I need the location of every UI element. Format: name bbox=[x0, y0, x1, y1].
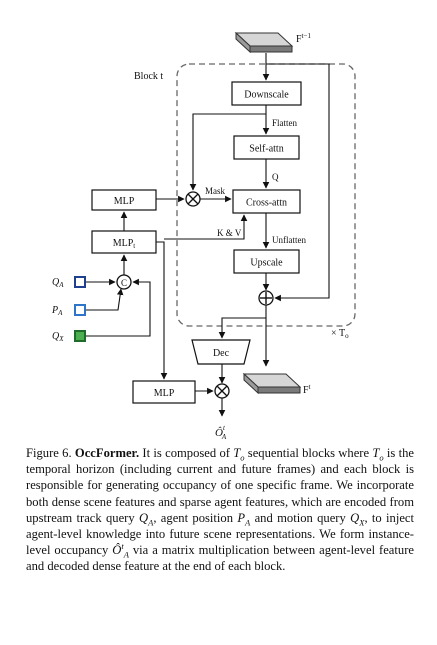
query-qa-label: QA bbox=[52, 277, 64, 289]
output-multiply-node bbox=[214, 383, 230, 399]
caption-body: It is composed of To sequential blocks w… bbox=[26, 446, 414, 573]
caption-segment: Q bbox=[139, 510, 149, 525]
caption-segment: t bbox=[121, 541, 124, 552]
caption-segment: A bbox=[245, 517, 251, 528]
caption-segment: X bbox=[359, 517, 365, 528]
caption-segment: via a matrix multiplication between agen… bbox=[26, 543, 414, 574]
output-feature-map bbox=[242, 372, 302, 395]
caption-segment: A bbox=[148, 517, 154, 528]
caption-segment: T bbox=[372, 446, 380, 460]
unflatten-label: Unflatten bbox=[272, 235, 306, 245]
downscale-label: Downscale bbox=[244, 90, 289, 101]
figure-label: Figure 6. bbox=[26, 446, 72, 460]
query-qa-square bbox=[74, 276, 86, 288]
block-label: Block t bbox=[134, 71, 163, 82]
figure-caption: Figure 6. OccFormer. It is composed of T… bbox=[26, 445, 414, 575]
caption-segment: o bbox=[379, 452, 384, 463]
caption-segment: Ô bbox=[112, 543, 122, 558]
cross-attn-label: Cross-attn bbox=[246, 198, 287, 209]
residual-add-node bbox=[258, 290, 274, 306]
self-attn-label: Self-attn bbox=[249, 144, 283, 155]
caption-segment: , to inject agent-level knowledge into f… bbox=[26, 510, 415, 558]
caption-segment: T bbox=[233, 446, 241, 460]
flatten-label: Flatten bbox=[272, 118, 297, 128]
input-feature-label: Ft−1 bbox=[296, 32, 311, 45]
block-dashed-border bbox=[176, 63, 356, 327]
mask-label: Mask bbox=[205, 186, 225, 196]
output-feature-label: Ft bbox=[303, 383, 311, 396]
mlp-bottom-box bbox=[132, 380, 196, 404]
q-label: Q bbox=[272, 172, 279, 182]
caption-segment: Q bbox=[350, 510, 360, 525]
query-qx-square bbox=[74, 330, 86, 342]
query-pa-label: PA bbox=[51, 305, 63, 317]
mlp-bottom-label: MLP bbox=[154, 388, 175, 399]
concat-label: C bbox=[121, 278, 127, 288]
dec-trapezoid bbox=[191, 339, 251, 365]
caption-segment: P bbox=[237, 510, 246, 525]
query-pa-square bbox=[74, 304, 86, 316]
occformer-diagram: Block t × To Ft−1 Downscale Flatten Self… bbox=[51, 31, 356, 441]
dec-label: Dec bbox=[213, 348, 230, 359]
query-qx-label: QX bbox=[52, 331, 64, 343]
caption-segment: o bbox=[240, 452, 245, 463]
kv-label: K & V bbox=[217, 228, 242, 238]
upscale-label: Upscale bbox=[250, 258, 283, 269]
output-occupancy-label: Ôt A bbox=[215, 424, 227, 441]
caption-segment: A bbox=[123, 549, 129, 560]
repeat-label: × To bbox=[331, 328, 349, 340]
caption-segment: It is composed of bbox=[139, 446, 234, 460]
input-feature-map bbox=[234, 31, 294, 54]
caption-segment: and motion query bbox=[250, 510, 351, 525]
caption-segment: , agent position bbox=[153, 510, 238, 525]
mlp-top-box bbox=[91, 189, 157, 211]
mask-multiply-node bbox=[185, 191, 201, 207]
mlp-t-label: MLPt bbox=[113, 238, 136, 250]
caption-segment: sequential blocks where bbox=[244, 446, 373, 460]
mlp-top-label: MLP bbox=[114, 196, 135, 207]
figure-title: OccFormer. bbox=[74, 446, 140, 460]
caption-segment: is the temporal horizon (including curre… bbox=[26, 446, 414, 525]
